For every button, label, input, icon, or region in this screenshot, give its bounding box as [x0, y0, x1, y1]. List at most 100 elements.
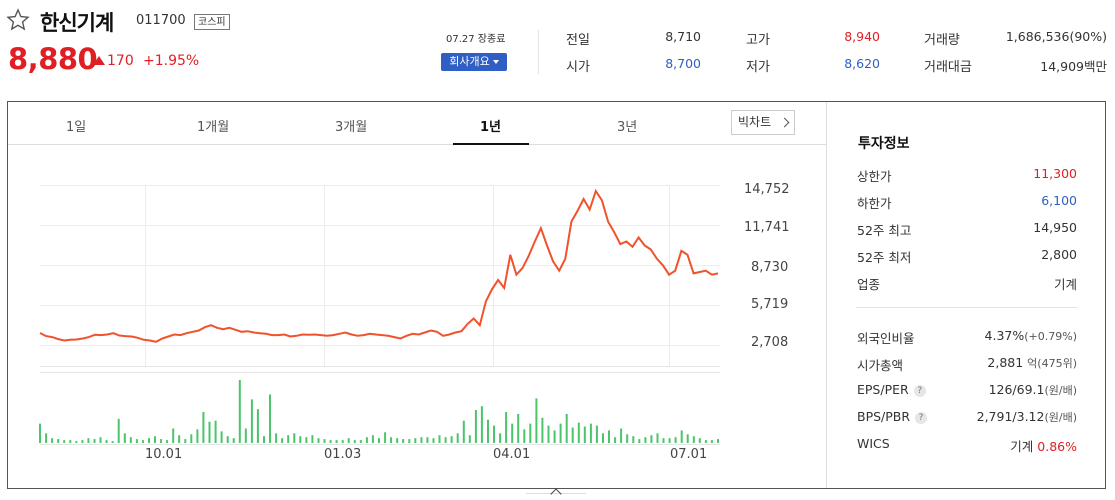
help-icon[interactable]: ? — [913, 385, 926, 397]
volume-bar — [341, 440, 344, 443]
volume-bar — [359, 440, 362, 443]
market-badge: 코스피 — [194, 14, 230, 30]
volume-bar — [335, 440, 338, 443]
52w-high-label: 52주 최고 — [857, 223, 912, 238]
sector-value[interactable]: 기계 — [1053, 277, 1077, 292]
bps-pbr-label: BPS/PBR? — [857, 409, 928, 424]
volume-bar — [117, 418, 120, 443]
wics-sector[interactable]: 기계 — [1010, 439, 1034, 454]
volume-bar — [511, 423, 514, 443]
volume-bar — [698, 438, 701, 443]
panel-divider — [826, 102, 827, 488]
company-overview-button[interactable]: 회사개요 — [441, 53, 507, 71]
volume-bar — [135, 439, 138, 443]
volume-bar — [390, 437, 393, 443]
volume-bar — [214, 420, 217, 443]
market-cap-value: 2,881 억(475위) — [987, 355, 1077, 371]
bps-pbr-unit: (원/배) — [1044, 411, 1077, 424]
market-cap-label: 시가총액 — [857, 358, 904, 373]
eps-per-number: 126/69.1 — [988, 382, 1045, 397]
eps-per-unit: (원/배) — [1044, 384, 1077, 397]
stock-name: 한신기계 — [40, 11, 114, 35]
dropdown-arrow-icon — [492, 60, 499, 64]
open-label: 시가 — [566, 60, 590, 75]
volume-bar — [408, 439, 411, 443]
volume-bar — [232, 438, 235, 443]
company-overview-label: 회사개요 — [449, 55, 490, 68]
tab-3m[interactable]: 3개월 — [335, 120, 368, 135]
eps-per-label: EPS/PER? — [857, 382, 926, 397]
volume-bar — [468, 435, 471, 443]
volume-bar — [535, 398, 538, 443]
wics-value: 기계 0.86% — [1010, 436, 1077, 455]
volume-bar — [99, 437, 102, 443]
period-tabs — [8, 102, 826, 145]
volume-bar — [45, 433, 48, 443]
lower-limit-value: 6,100 — [1041, 193, 1077, 208]
y-tick-label: 11,741 — [744, 220, 790, 235]
volume-bar — [69, 440, 72, 443]
tab-1y[interactable]: 1년 — [480, 120, 502, 135]
volume-bar — [474, 410, 477, 443]
volume-bar — [293, 433, 296, 443]
high-value: 8,940 — [844, 29, 880, 44]
tab-1m[interactable]: 1개월 — [197, 120, 230, 135]
y-tick-label: 8,730 — [751, 260, 789, 275]
market-cap-number: 2,881 — [987, 355, 1024, 370]
52w-low-label: 52주 최저 — [857, 250, 912, 265]
high-label: 고가 — [746, 33, 770, 48]
change-rate: +1.95% — [143, 53, 200, 69]
volume-bar — [680, 430, 683, 443]
volume-bar — [184, 439, 187, 443]
volume-bar — [644, 437, 647, 443]
volume-bar — [662, 438, 665, 443]
session-status: 07.27 장종료 — [446, 34, 506, 45]
fold-line — [526, 493, 586, 494]
foreign-ratio-value: 4.37%(+0.79%) — [985, 328, 1077, 343]
favorite-star-icon[interactable] — [6, 8, 30, 32]
tab-3y[interactable]: 3년 — [617, 120, 638, 135]
prev-close-label: 전일 — [566, 33, 590, 48]
market-cap-rank: 억(475위) — [1027, 357, 1077, 370]
volume-bar — [123, 433, 126, 443]
stock-code: 011700 — [136, 13, 186, 28]
volume-bar — [51, 438, 54, 443]
volume-bar — [287, 435, 290, 443]
volume-bar — [505, 412, 508, 443]
x-tick-label: 07.01 — [670, 447, 708, 462]
volume-bar — [589, 423, 592, 443]
volume-bar — [499, 433, 502, 443]
volume-bar — [305, 437, 308, 443]
chart-grid — [40, 185, 720, 445]
volume-bar — [426, 437, 429, 443]
volume-bar — [717, 439, 719, 443]
volume-bar — [93, 439, 96, 443]
volume-bar — [87, 438, 90, 443]
y-tick-label: 14,752 — [744, 182, 790, 197]
bigchart-label: 빅차트 — [738, 115, 772, 129]
volume-bar — [686, 434, 689, 443]
price-change: 170 — [107, 53, 134, 69]
chevron-up-icon[interactable] — [550, 488, 562, 500]
y-tick-label: 2,708 — [751, 335, 789, 350]
x-tick-label: 04.01 — [493, 447, 531, 462]
up-triangle-icon — [93, 56, 105, 65]
volume-bar — [371, 435, 374, 443]
volume-bar — [565, 413, 568, 443]
volume-bar — [244, 428, 247, 443]
bps-pbr-value: 2,791/3.12(원/배) — [977, 409, 1077, 425]
price-chart[interactable] — [0, 0, 830, 470]
volume-bar — [178, 435, 181, 443]
upper-limit-label: 상한가 — [857, 169, 892, 184]
trade-value-value: 14,909백만 — [1040, 59, 1107, 74]
bps-pbr-number: 2,791/3.12 — [976, 409, 1045, 424]
volume-bar — [493, 425, 495, 443]
volume-bar — [154, 436, 156, 443]
volume-bar — [111, 441, 114, 443]
volume-bar — [220, 431, 223, 443]
bigchart-button[interactable]: 빅차트 — [731, 110, 795, 135]
tab-1d[interactable]: 1일 — [66, 120, 87, 135]
volume-label: 거래량 — [924, 33, 960, 48]
help-icon[interactable]: ? — [915, 412, 928, 424]
info-separator — [856, 307, 1078, 308]
